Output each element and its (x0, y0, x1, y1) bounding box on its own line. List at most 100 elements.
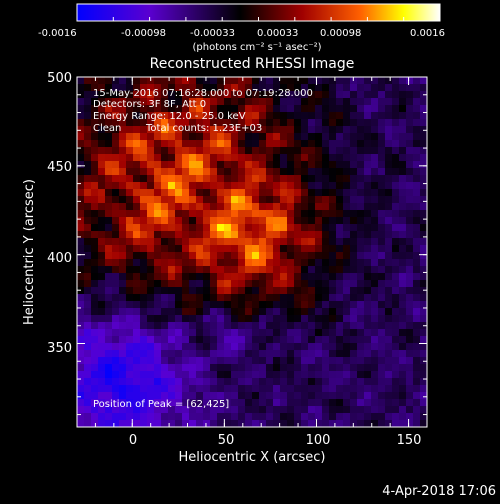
image-pixel (343, 154, 350, 161)
image-pixel (280, 168, 287, 175)
image-pixel (420, 392, 427, 399)
image-pixel (210, 189, 217, 196)
image-pixel (245, 245, 252, 252)
image-pixel (84, 385, 91, 392)
image-pixel (420, 217, 427, 224)
image-pixel (322, 210, 329, 217)
image-pixel (399, 336, 406, 343)
image-pixel (259, 182, 266, 189)
image-pixel (329, 231, 336, 238)
image-pixel (175, 294, 182, 301)
image-pixel (378, 329, 385, 336)
image-pixel (119, 77, 126, 84)
image-pixel (259, 98, 266, 105)
image-pixel (329, 133, 336, 140)
image-pixel (357, 336, 364, 343)
image-pixel (119, 210, 126, 217)
image-pixel (98, 273, 105, 280)
image-pixel (203, 420, 210, 427)
image-pixel (322, 378, 329, 385)
image-pixel (266, 294, 273, 301)
image-pixel (133, 378, 140, 385)
image-pixel (203, 217, 210, 224)
image-pixel (245, 77, 252, 84)
image-pixel (364, 161, 371, 168)
image-pixel (196, 336, 203, 343)
image-pixel (168, 126, 175, 133)
image-pixel (392, 126, 399, 133)
image-pixel (378, 168, 385, 175)
image-pixel (266, 245, 273, 252)
image-pixel (329, 161, 336, 168)
image-pixel (112, 343, 119, 350)
image-pixel (301, 161, 308, 168)
image-pixel (119, 126, 126, 133)
image-pixel (210, 203, 217, 210)
image-pixel (392, 301, 399, 308)
image-pixel (378, 420, 385, 427)
image-pixel (301, 147, 308, 154)
image-pixel (168, 364, 175, 371)
image-pixel (273, 182, 280, 189)
image-pixel (406, 378, 413, 385)
image-pixel (224, 210, 231, 217)
image-pixel (245, 280, 252, 287)
image-pixel (161, 287, 168, 294)
image-pixel (287, 385, 294, 392)
image-pixel (350, 357, 357, 364)
image-pixel (385, 77, 392, 84)
image-pixel (217, 112, 224, 119)
image-pixel (301, 77, 308, 84)
image-pixel (273, 350, 280, 357)
image-pixel (273, 252, 280, 259)
image-pixel (399, 315, 406, 322)
image-pixel (175, 140, 182, 147)
image-pixel (126, 350, 133, 357)
image-pixel (294, 364, 301, 371)
image-pixel (105, 231, 112, 238)
image-pixel (238, 175, 245, 182)
image-pixel (217, 308, 224, 315)
image-pixel (119, 168, 126, 175)
image-pixel (140, 399, 147, 406)
image-pixel (196, 224, 203, 231)
image-pixel (147, 154, 154, 161)
image-pixel (259, 91, 266, 98)
image-pixel (182, 133, 189, 140)
image-pixel (294, 182, 301, 189)
image-pixel (119, 182, 126, 189)
image-pixel (119, 329, 126, 336)
image-pixel (336, 217, 343, 224)
image-pixel (266, 413, 273, 420)
image-pixel (84, 238, 91, 245)
image-pixel (420, 329, 427, 336)
image-pixel (392, 105, 399, 112)
image-pixel (210, 154, 217, 161)
image-pixel (189, 259, 196, 266)
image-pixel (175, 98, 182, 105)
image-pixel (217, 119, 224, 126)
image-pixel (98, 420, 105, 427)
image-pixel (322, 301, 329, 308)
image-pixel (119, 280, 126, 287)
image-pixel (196, 252, 203, 259)
image-pixel (294, 161, 301, 168)
y-tick-label-0: 350 (47, 341, 72, 356)
image-pixel (308, 392, 315, 399)
image-pixel (273, 245, 280, 252)
image-pixel (343, 371, 350, 378)
image-pixel (168, 217, 175, 224)
image-pixel (231, 84, 238, 91)
image-pixel (147, 224, 154, 231)
image-pixel (420, 364, 427, 371)
image-pixel (322, 112, 329, 119)
image-pixel (322, 182, 329, 189)
image-pixel (259, 196, 266, 203)
image-pixel (154, 336, 161, 343)
image-pixel (336, 329, 343, 336)
image-pixel (91, 133, 98, 140)
image-pixel (308, 280, 315, 287)
image-pixel (266, 161, 273, 168)
image-pixel (175, 350, 182, 357)
image-pixel (336, 133, 343, 140)
